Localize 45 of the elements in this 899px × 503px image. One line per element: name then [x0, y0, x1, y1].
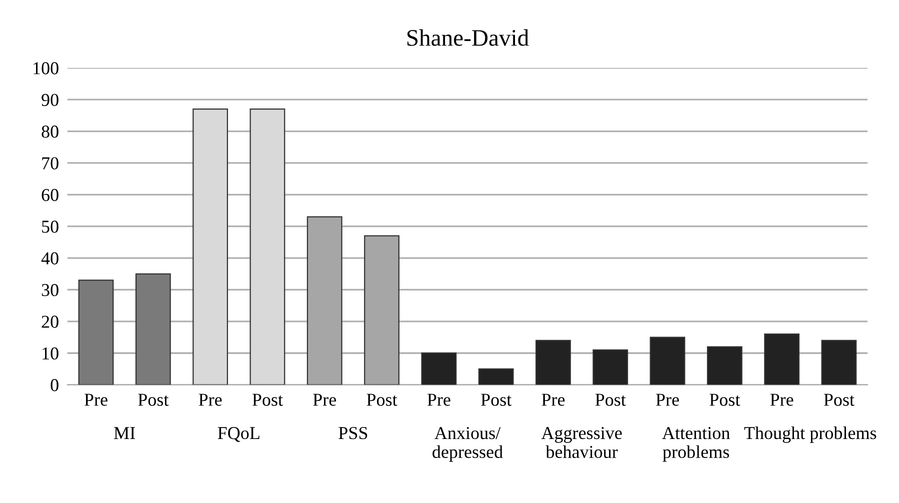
text: Thought problems [744, 426, 876, 443]
y-tick-label: 0 [50, 379, 58, 392]
x-tick-label: Pre [656, 394, 679, 406]
y-tick-label: 10 [42, 347, 58, 360]
y-tick-label: 80 [42, 126, 58, 138]
y-tick-label: 70 [42, 157, 58, 170]
text: Anxious/ depressed [432, 427, 503, 462]
bar [421, 352, 457, 385]
text: Aggressive behaviour [541, 426, 622, 458]
text: Attention problems [662, 427, 730, 462]
bar [592, 349, 628, 385]
x-tick-label: Post [824, 394, 854, 406]
bar [764, 334, 800, 385]
bar [192, 108, 228, 385]
y-tick-label: 60 [42, 188, 58, 202]
x-tick-label: Post [595, 394, 626, 406]
y-tick-label: 50 [42, 220, 58, 233]
x-tick-label: Post [252, 394, 283, 406]
y-tick-label: 90 [42, 94, 58, 106]
bar [706, 346, 742, 385]
text: FQoL [218, 427, 260, 442]
bar [478, 368, 514, 385]
y-tick-label: 100 [34, 62, 58, 74]
bar [650, 336, 686, 385]
x-tick-label: Post [366, 394, 398, 406]
bar [135, 273, 171, 385]
chart-title: Shane-David [407, 29, 529, 46]
x-tick-label: Post [710, 394, 740, 406]
y-tick-label: 40 [41, 252, 58, 264]
x-tick-label: Pre [427, 394, 450, 406]
x-tick-label: Pre [198, 394, 222, 406]
y-tick-label: 20 [42, 316, 58, 328]
bar [250, 108, 286, 385]
text: PSS [338, 427, 368, 440]
y-tick-label: 30 [42, 284, 58, 296]
x-tick-label: Pre [770, 394, 794, 406]
bar [821, 340, 857, 385]
text: MI [114, 427, 135, 439]
x-tick-label: Pre [84, 394, 108, 406]
x-tick-label: Post [481, 394, 512, 406]
x-tick-label: Pre [313, 394, 336, 406]
bar [78, 280, 114, 385]
bar [536, 340, 571, 385]
x-tick-label: Post [138, 394, 169, 406]
x-tick-label: Pre [542, 394, 565, 406]
